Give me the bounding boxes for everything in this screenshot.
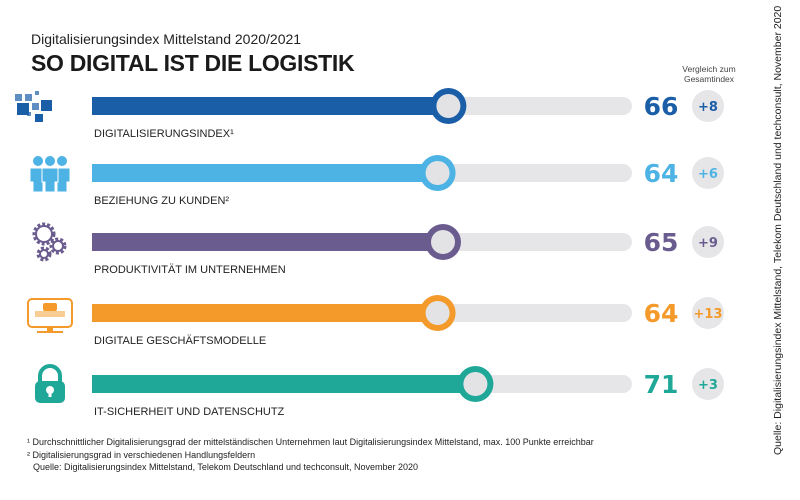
comparison-badge	[692, 368, 724, 400]
bar-row: DIGITALISIERUNGSINDEX¹ 66 +8	[15, 88, 724, 140]
page-title: SO DIGITAL IST DIE LOGISTIK	[31, 50, 355, 76]
subtitle: Digitalisierungsindex Mittelstand 2020/2…	[31, 31, 302, 47]
comparison-value: +13	[694, 307, 723, 322]
comparison-badge	[692, 90, 724, 122]
comparison-value: +3	[698, 378, 718, 393]
comparison-badge	[692, 157, 724, 189]
bar-fill	[92, 304, 438, 322]
bar-fill	[92, 375, 476, 393]
bar-fill	[92, 233, 443, 251]
source-note: Quelle: Digitalisierungsindex Mittelstan…	[33, 462, 419, 472]
footnote-2: ² Digitalisierungsgrad in verschiedenen …	[27, 449, 256, 460]
bar-fill	[92, 164, 438, 182]
comparison-value: +8	[698, 100, 718, 115]
comparison-value: +9	[698, 236, 718, 251]
side-source: Quelle: Digitalisierungsindex Mittelstan…	[772, 5, 784, 455]
gears-icon	[32, 222, 67, 262]
bar-knob-inner	[431, 230, 455, 254]
comparison-badge	[692, 297, 724, 329]
bar-knob-inner	[425, 301, 450, 325]
comparison-badge	[692, 226, 724, 258]
category-label: DIGITALISIERUNGSINDEX¹	[94, 128, 234, 140]
value-label: 66	[644, 92, 679, 121]
value-label: 64	[644, 299, 679, 328]
computer-monitor-icon	[27, 298, 73, 333]
pixel-squares-icon	[15, 91, 52, 122]
padlock-icon	[35, 364, 65, 403]
bar-fill	[92, 97, 449, 115]
category-label: IT-SICHERHEIT UND DATENSCHUTZ	[94, 406, 285, 418]
comparison-value: +6	[698, 167, 718, 182]
comparison-header: Vergleich zum Gesamtindex	[682, 64, 736, 84]
category-label: DIGITALE GESCHÄFTSMODELLE	[94, 335, 266, 347]
bar-knob-inner	[463, 372, 488, 396]
footnote-1: ¹ Durchschnittlicher Digitalisierungsgra…	[27, 437, 594, 447]
category-label: PRODUKTIVITÄT IM UNTERNEHMEN	[94, 264, 286, 276]
people-group-icon	[29, 156, 71, 193]
bar-row: DIGITALE GESCHÄFTSMODELLE 64 +13	[27, 295, 724, 347]
category-label: BEZIEHUNG ZU KUNDEN²	[94, 195, 229, 207]
value-label: 71	[644, 370, 679, 399]
bar-row: PRODUKTIVITÄT IM UNTERNEHMEN 65 +9	[32, 222, 724, 276]
value-label: 65	[644, 228, 679, 257]
bar-row: IT-SICHERHEIT UND DATENSCHUTZ 71 +3	[35, 364, 724, 418]
bar-row: BEZIEHUNG ZU KUNDEN² 64 +6	[29, 155, 724, 207]
bar-knob-inner	[436, 94, 461, 118]
footnotes: ¹ Durchschnittlicher Digitalisierungsgra…	[27, 436, 594, 474]
value-label: 64	[644, 159, 679, 188]
bar-knob-inner	[425, 161, 450, 185]
